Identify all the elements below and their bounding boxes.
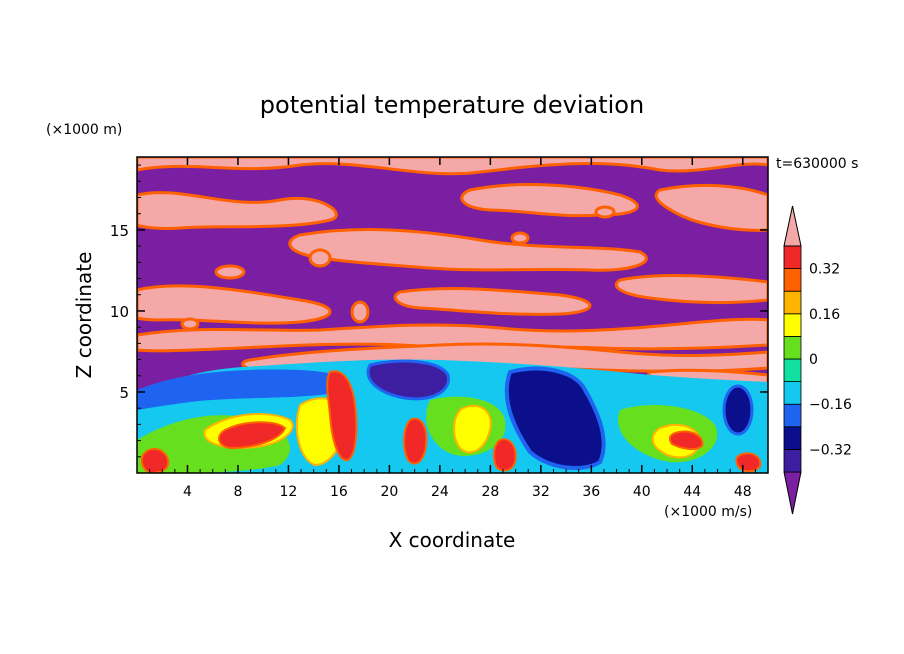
- x-unit-label: (×1000 m/s): [664, 504, 752, 520]
- x-axis: 4 8 12 16 20 24 28 32 36 40 44 48: [149, 157, 756, 500]
- colorbar-tick-label: 0: [809, 352, 818, 368]
- colorbar-tick-label: −0.16: [809, 397, 852, 413]
- upper-small-eddies: [180, 205, 616, 331]
- colorbar-swatch: [783, 381, 802, 405]
- y-tick-label: 10: [110, 303, 129, 321]
- x-tick-label: 8: [233, 484, 242, 500]
- colorbar-swatch: [783, 426, 802, 450]
- x-tick-label: 36: [582, 484, 600, 500]
- time-label: t=630000 s: [776, 156, 858, 172]
- colorbar-tick-label: −0.32: [809, 442, 852, 458]
- colorbar-swatch: [783, 268, 802, 292]
- colorbar-swatch: [783, 403, 802, 428]
- x-tick-label: 24: [431, 484, 449, 500]
- colorbar-swatch: [783, 358, 802, 383]
- y-axis: 5 10 15: [110, 164, 768, 458]
- x-tick-label: 40: [633, 484, 651, 500]
- x-tick-label: 12: [280, 484, 298, 500]
- x-tick-label: 16: [330, 484, 348, 500]
- contour-field: [137, 157, 768, 473]
- upper-warm-bands: [137, 157, 768, 398]
- y-axis-label: Z coordinate: [72, 252, 96, 379]
- y-unit-label: (×1000 m): [46, 122, 122, 138]
- lower-blue-pool: [137, 369, 348, 410]
- colorbar: [783, 205, 802, 515]
- colorbar-tick-label: 0.16: [809, 307, 840, 323]
- colorbar-swatch: [783, 448, 802, 473]
- x-tick-label: 32: [532, 484, 550, 500]
- chart-title: potential temperature deviation: [260, 91, 644, 119]
- colorbar-extend-low: [783, 471, 802, 515]
- deep-cool-core-center: [504, 366, 606, 470]
- colorbar-swatch: [783, 335, 802, 360]
- colorbar-tick-label: 0.32: [809, 262, 840, 278]
- colorbar-swatch: [783, 290, 802, 315]
- x-tick-label: 4: [183, 484, 192, 500]
- colorbar-swatch: [783, 245, 802, 270]
- lower-hot-plumes: [140, 370, 762, 473]
- x-tick-label: 48: [734, 484, 752, 500]
- deep-cool-core-right: [722, 384, 754, 436]
- x-axis-label: X coordinate: [389, 528, 516, 552]
- x-tick-label: 44: [683, 484, 701, 500]
- colorbar-extend-high: [783, 205, 802, 247]
- y-tick-label: 5: [119, 384, 129, 402]
- deep-cool-core-left: [366, 359, 450, 401]
- x-tick-label: 20: [380, 484, 398, 500]
- colorbar-swatch: [783, 313, 802, 337]
- y-tick-label: 15: [110, 222, 129, 240]
- x-tick-label: 28: [481, 484, 499, 500]
- colorbar-labels: 0.32 0.16 0 −0.16 −0.32: [809, 262, 852, 459]
